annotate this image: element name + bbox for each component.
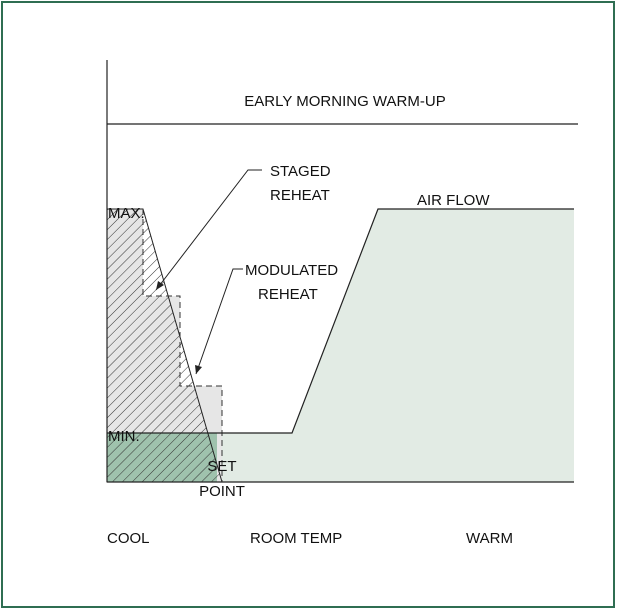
staged-label: STAGED [270,163,331,180]
air-flow-line [107,208,574,434]
modulated-pointer [195,268,243,375]
modulated-label: REHEAT [258,286,318,303]
set-point-label: SET [207,458,236,475]
title: EARLY MORNING WARM-UP [244,93,445,110]
set-point-label: POINT [199,483,245,500]
arrowhead [156,281,164,290]
x-label: WARM [466,530,513,547]
staged-pointer [155,169,262,291]
arrowhead [195,365,202,374]
air-flow-label: AIR FLOW [417,192,490,209]
max-label: MAX. [108,205,145,222]
min-label: MIN. [108,428,140,445]
modulated-label: MODULATED [245,262,338,279]
x-label: ROOM TEMP [250,530,342,547]
x-label: COOL [107,530,150,547]
staged-steps [142,209,223,482]
air-flow-area [107,209,574,482]
staged-label: REHEAT [270,187,330,204]
